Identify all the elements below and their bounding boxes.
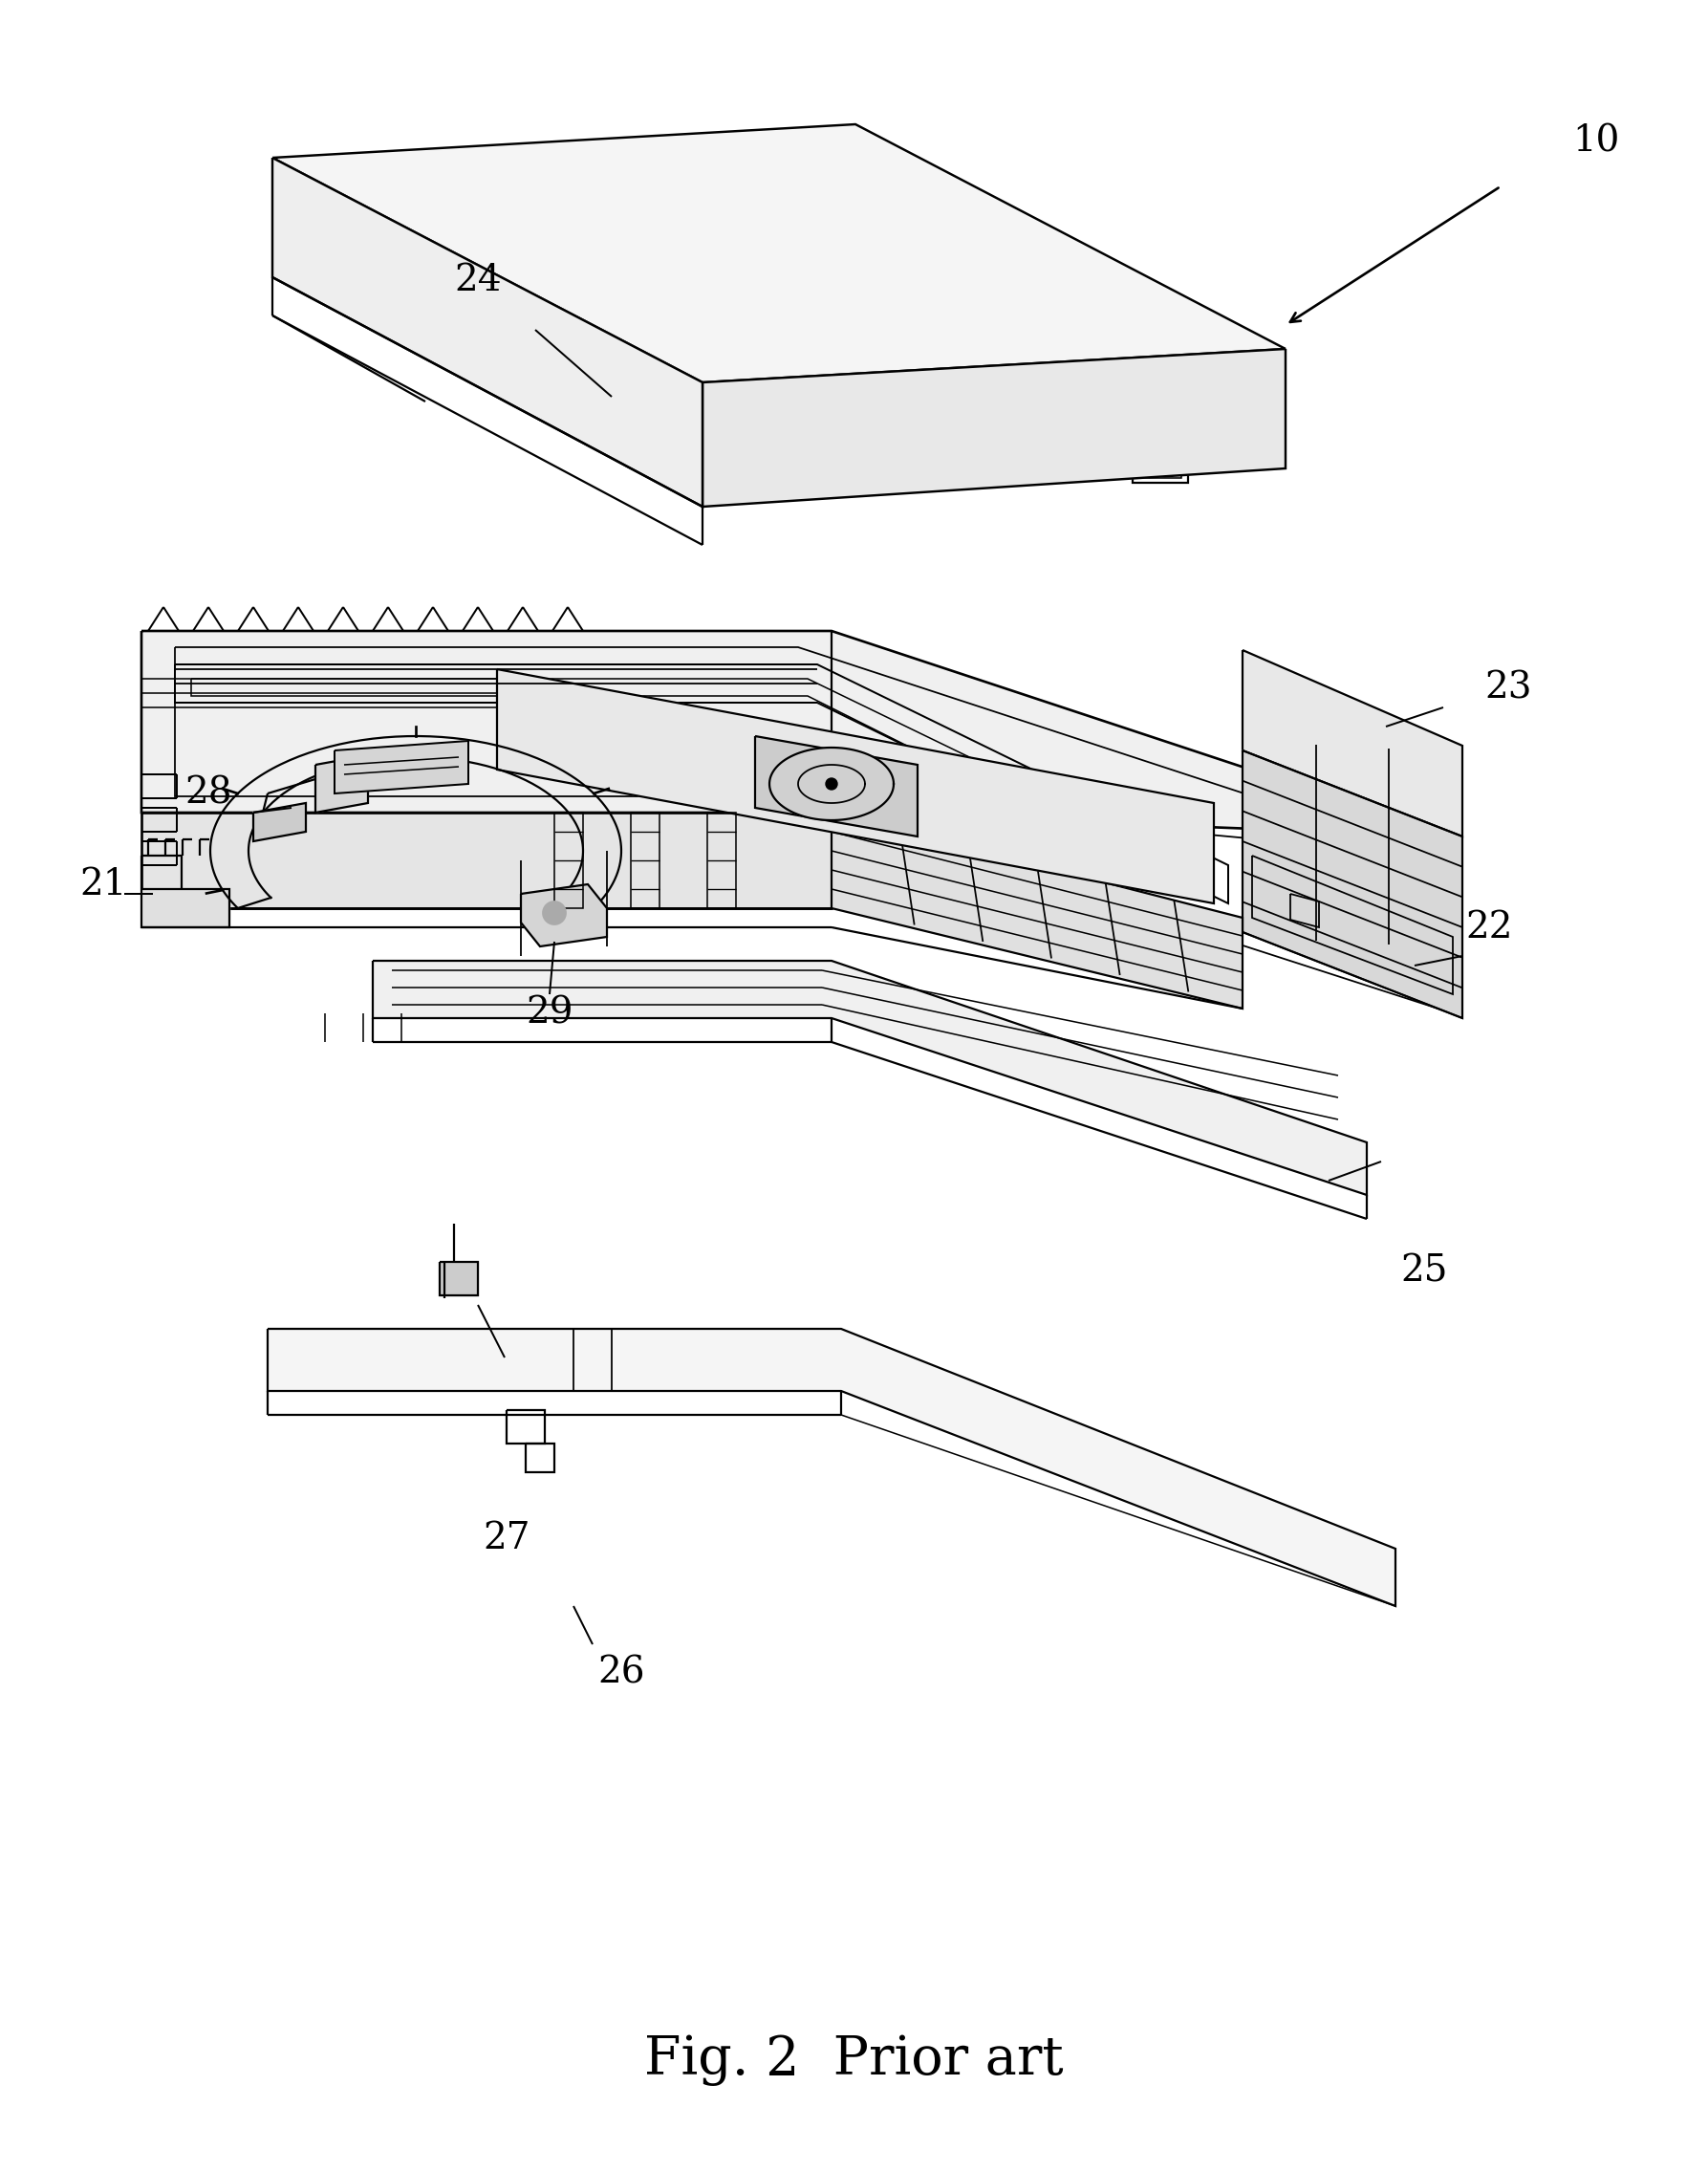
Polygon shape — [142, 630, 1454, 836]
Polygon shape — [521, 884, 606, 947]
Polygon shape — [272, 124, 1286, 382]
Polygon shape — [702, 350, 1286, 506]
Polygon shape — [316, 756, 367, 812]
Circle shape — [1023, 430, 1032, 439]
Circle shape — [929, 441, 943, 454]
Polygon shape — [439, 1262, 478, 1295]
Polygon shape — [142, 812, 832, 908]
Bar — [1132, 447, 1189, 482]
Text: Fig. 2  Prior art: Fig. 2 Prior art — [644, 2033, 1062, 2087]
Circle shape — [825, 778, 837, 791]
Text: 28: 28 — [184, 775, 232, 810]
Polygon shape — [497, 669, 1214, 904]
Text: 23: 23 — [1484, 671, 1532, 706]
Text: 10: 10 — [1573, 124, 1619, 159]
Text: 27: 27 — [483, 1520, 529, 1557]
Text: 21: 21 — [80, 867, 126, 901]
Polygon shape — [755, 736, 917, 836]
Bar — [1139, 452, 1182, 478]
Polygon shape — [769, 747, 893, 821]
Polygon shape — [335, 741, 468, 793]
Polygon shape — [1242, 649, 1462, 836]
Polygon shape — [142, 888, 229, 927]
Text: 29: 29 — [526, 995, 574, 1032]
Polygon shape — [372, 960, 1366, 1195]
Circle shape — [999, 408, 1008, 417]
Text: 25: 25 — [1401, 1253, 1448, 1290]
Text: 26: 26 — [598, 1655, 646, 1690]
Polygon shape — [268, 1329, 1395, 1605]
Polygon shape — [1242, 752, 1462, 1019]
Circle shape — [888, 769, 898, 780]
Polygon shape — [832, 812, 1242, 1008]
Circle shape — [543, 901, 565, 925]
Polygon shape — [272, 159, 702, 506]
Text: 22: 22 — [1465, 910, 1513, 945]
Text: 24: 24 — [454, 263, 502, 298]
Polygon shape — [253, 804, 306, 841]
